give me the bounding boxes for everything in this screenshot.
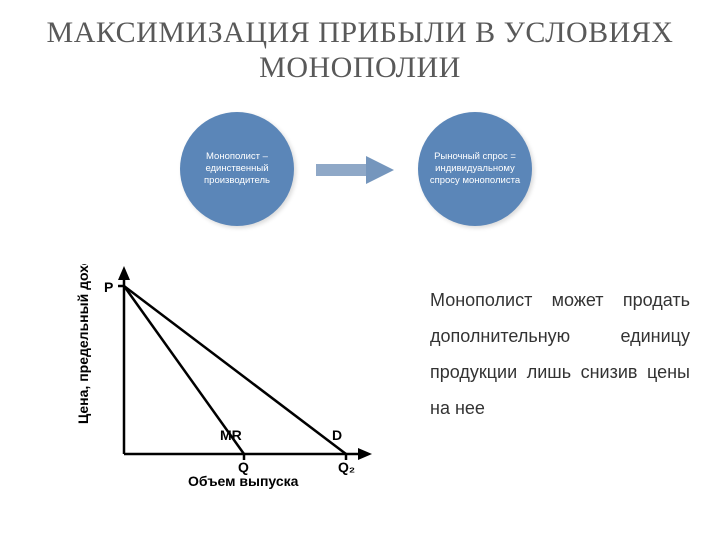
p-label: P [104, 279, 113, 295]
slide-title: МАКСИМИЗАЦИЯ ПРИБЫЛИ В УСЛОВИЯХ МОНОПОЛИ… [0, 16, 720, 85]
mr-demand-chart: Цена, предельный доход Объем выпуска P M… [68, 264, 378, 494]
bubble-monopolist: Монополист – единственный производитель [180, 112, 294, 226]
y-axis-label: Цена, предельный доход [75, 264, 91, 424]
bubble-demand-text: Рыночный спрос = индивидуальному спросу … [428, 151, 522, 187]
q-label: Q [238, 459, 249, 475]
bubble-demand: Рыночный спрос = индивидуальному спросу … [418, 112, 532, 226]
d-label: D [332, 427, 342, 443]
x-axis-label: Объем выпуска [188, 473, 299, 489]
body-paragraph: Монополист может продать дополнительную … [430, 282, 690, 426]
q2-label: Q₂ [338, 459, 355, 475]
bubble-row: Монополист – единственный производитель … [180, 112, 560, 232]
bubble-monopolist-text: Монополист – единственный производитель [190, 151, 284, 187]
arrow-icon [316, 156, 394, 184]
mr-label: MR [220, 427, 242, 443]
